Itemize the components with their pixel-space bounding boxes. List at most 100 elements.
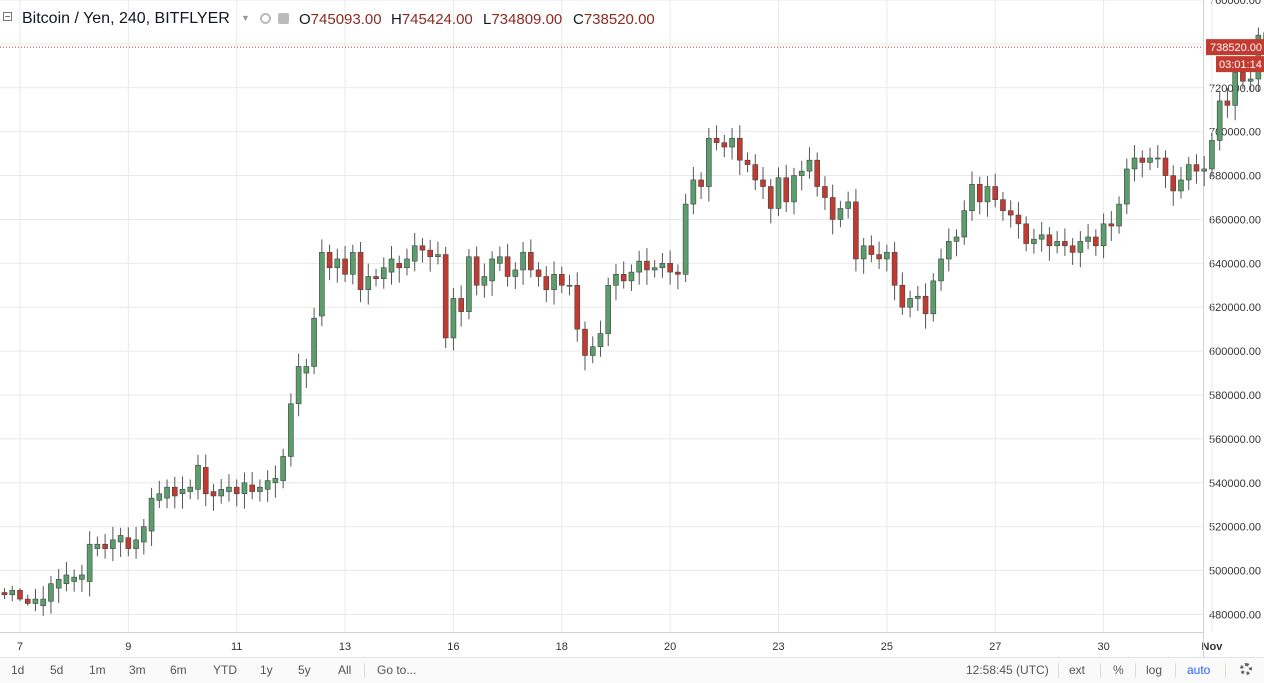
- candle-up: [134, 540, 139, 549]
- candle-down: [993, 187, 998, 200]
- y-tick-label: 520000.00: [1209, 522, 1261, 534]
- candle-up: [946, 241, 951, 259]
- candle-down: [1109, 224, 1114, 226]
- settings-icon[interactable]: [278, 13, 289, 24]
- bottom-toolbar: 1d 5d 1m 3m 6m YTD 1y 5y All Go to... 12…: [0, 657, 1264, 683]
- candle-up: [404, 259, 409, 268]
- candle-up: [1031, 239, 1036, 243]
- range-1d[interactable]: 1d: [11, 663, 24, 677]
- candle-down: [25, 599, 30, 603]
- candle-up: [954, 237, 959, 241]
- candle-up: [861, 246, 866, 259]
- range-1m[interactable]: 1m: [89, 663, 106, 677]
- candle-up: [1233, 72, 1238, 105]
- candle-up: [87, 544, 92, 581]
- candle-down: [1140, 158, 1145, 162]
- candle-down: [722, 143, 727, 147]
- range-1y[interactable]: 1y: [260, 663, 273, 677]
- candle-down: [737, 138, 742, 160]
- candle-up: [141, 527, 146, 542]
- range-5y[interactable]: 5y: [298, 663, 311, 677]
- percent-toggle[interactable]: %: [1113, 663, 1124, 677]
- y-tick-label: 640000.00: [1209, 258, 1261, 270]
- range-6m[interactable]: 6m: [170, 663, 187, 677]
- auto-toggle[interactable]: auto: [1187, 663, 1210, 677]
- range-3m[interactable]: 3m: [129, 663, 146, 677]
- candle-up: [366, 277, 371, 290]
- candle-up: [118, 535, 123, 542]
- candle-up: [281, 456, 286, 480]
- x-tick-label: 16: [447, 641, 459, 653]
- candle-down: [621, 274, 626, 281]
- candle-up: [1117, 204, 1122, 226]
- candle-up: [265, 481, 270, 490]
- y-tick-label: 560000.00: [1209, 434, 1261, 446]
- eye-icon[interactable]: [260, 13, 271, 24]
- candle-down: [815, 160, 820, 186]
- candle-up: [482, 277, 487, 286]
- high-value: H745424.00: [391, 11, 473, 28]
- divider: [1058, 663, 1059, 678]
- candle-up: [776, 178, 781, 209]
- candle-up: [490, 259, 495, 281]
- candle-up: [257, 487, 262, 491]
- candle-down: [1008, 211, 1013, 215]
- candle-down: [869, 246, 874, 255]
- low-value: L734809.00: [483, 11, 562, 28]
- candle-down: [17, 590, 22, 599]
- candle-down: [1240, 72, 1245, 81]
- range-ytd[interactable]: YTD: [213, 663, 237, 677]
- candle-up: [56, 579, 61, 588]
- ext-toggle[interactable]: ext: [1069, 663, 1085, 677]
- candle-down: [1024, 224, 1029, 244]
- candle-down: [768, 187, 773, 209]
- candle-down: [374, 277, 379, 279]
- gear-icon[interactable]: [1240, 663, 1252, 675]
- goto-button[interactable]: Go to...: [377, 663, 416, 677]
- candle-down: [753, 165, 758, 180]
- last-price-label: 738520.00: [1210, 42, 1262, 54]
- candle-down: [528, 252, 533, 270]
- symbol-title[interactable]: Bitcoin / Yen, 240, BITFLYER: [22, 10, 230, 28]
- candle-up: [567, 285, 572, 286]
- candle-down: [327, 252, 332, 267]
- candle-up: [652, 268, 657, 270]
- candle-up: [288, 404, 293, 457]
- candle-down: [1016, 215, 1021, 224]
- clock-display[interactable]: 12:58:45 (UTC): [966, 663, 1049, 677]
- candle-down: [103, 544, 108, 548]
- candle-down: [1047, 235, 1052, 246]
- y-tick-label: 480000.00: [1209, 609, 1261, 621]
- candle-up: [188, 487, 193, 491]
- candle-down: [714, 138, 719, 142]
- candle-up: [807, 160, 812, 171]
- range-5d[interactable]: 5d: [50, 663, 63, 677]
- x-tick-label: 23: [772, 641, 784, 653]
- candle-up: [180, 489, 185, 493]
- chevron-down-icon[interactable]: ▼: [241, 13, 250, 23]
- y-tick-label: 500000.00: [1209, 566, 1261, 578]
- candle-down: [745, 160, 750, 164]
- candle-down: [784, 178, 789, 202]
- log-toggle[interactable]: log: [1146, 663, 1162, 677]
- candle-up: [196, 465, 201, 489]
- candle-up: [730, 138, 735, 147]
- range-all[interactable]: All: [338, 663, 351, 677]
- candle-up: [931, 281, 936, 314]
- candle-up: [350, 252, 355, 274]
- x-tick-label: 30: [1097, 641, 1109, 653]
- collapse-icon[interactable]: [3, 12, 12, 21]
- candle-down: [1093, 237, 1098, 246]
- x-tick-label: 11: [231, 641, 242, 653]
- x-tick-label: 18: [556, 641, 568, 653]
- candle-up: [304, 366, 309, 373]
- candle-down: [644, 261, 649, 270]
- y-tick-label: 600000.00: [1209, 346, 1261, 358]
- candle-down: [900, 285, 905, 307]
- candle-up: [219, 489, 224, 496]
- price-chart[interactable]: 480000.00500000.00520000.00540000.005600…: [0, 0, 1264, 657]
- candle-down: [126, 538, 131, 549]
- candle-up: [884, 252, 889, 259]
- candle-up: [660, 263, 665, 267]
- candle-up: [939, 259, 944, 281]
